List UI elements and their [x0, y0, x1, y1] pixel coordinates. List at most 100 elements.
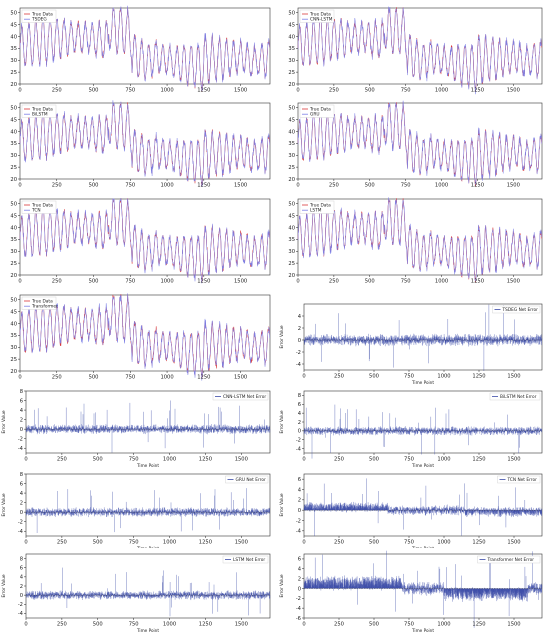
x-tick-label: 1500	[234, 375, 247, 381]
x-axis-title: Time Point	[411, 628, 434, 633]
y-tick-label: 8	[298, 393, 301, 399]
x-tick-label: 750	[129, 540, 139, 546]
y-tick-label: -4	[296, 362, 302, 368]
legend-label: True Data	[31, 12, 53, 18]
y-axis-title: Error Value	[279, 410, 284, 433]
chart-panel-e2: 0 250 500 750 1000 1250 1500 -4 -2 0 2 4 6 8 Time Poin…	[278, 385, 550, 469]
chart-panel-e1: 0 250 500 750 1000 1250 1500 -4 -2 0 2 4 6 8 Time Poin…	[0, 385, 278, 469]
y-tick-label: 0	[20, 510, 23, 516]
y-tick-label: 45	[288, 117, 295, 123]
y-axis-title: Error Value	[1, 410, 6, 433]
x-tick-label: 1000	[163, 540, 176, 546]
y-tick-label: 35	[288, 141, 295, 147]
chart-panel-g2: 0 250 500 750 1000 1250 1500 -6 -4 -2 0 2 4 6 Time Poi…	[278, 548, 550, 634]
x-tick-label: 1250	[472, 457, 485, 463]
x-tick-label: 750	[404, 622, 414, 628]
y-tick-label: 6	[20, 481, 23, 487]
x-tick-label: 500	[369, 374, 379, 380]
y-tick-label: 30	[10, 345, 17, 351]
y-tick-label: 2	[298, 498, 301, 504]
y-tick-label: 0	[20, 427, 23, 433]
x-tick-label: 1000	[437, 622, 450, 628]
y-tick-label: 35	[10, 237, 17, 243]
x-tick-label: 1000	[160, 183, 173, 189]
legend-label: GRU	[310, 112, 319, 118]
x-tick-label: 1500	[235, 540, 248, 546]
x-tick-label: 1500	[507, 88, 520, 94]
y-tick-label: 4	[298, 411, 302, 417]
x-tick-label: 250	[329, 88, 339, 94]
chart-panel-a2: 0 250 500 750 1000 1250 1500 20 25 30 35 40 45 50 True…	[278, 3, 550, 96]
y-axis-title: Error Value	[1, 574, 6, 597]
y-tick-label: -4	[296, 446, 302, 452]
x-tick-label: 500	[365, 183, 375, 189]
y-tick-label: -4	[18, 611, 24, 617]
x-tick-label: 1500	[235, 622, 248, 628]
x-tick-label: 750	[401, 279, 411, 285]
x-tick-label: 1000	[160, 375, 173, 381]
chart-svg-a2: 0 250 500 750 1000 1250 1500 20 25 30 35 40 45 50 True…	[288, 6, 543, 95]
x-tick-label: 500	[93, 540, 103, 546]
x-axis-title: Time Point	[411, 380, 434, 385]
error-bars	[303, 478, 543, 537]
legend-label: TSDEG Net Error	[502, 307, 539, 313]
chart-panel-b1: 0 250 500 750 1000 1250 1500 20 25 30 35 40 45 50 True…	[0, 98, 278, 191]
y-tick-label: 25	[10, 165, 17, 171]
chart-svg-b2: 0 250 500 750 1000 1250 1500 20 25 30 35 40 45 50 True…	[288, 100, 543, 189]
y-tick-label: 25	[288, 165, 295, 171]
y-tick-label: 40	[288, 34, 295, 40]
y-tick-label: -4	[296, 529, 302, 535]
y-tick-label: 2	[298, 576, 301, 582]
x-tick-label: 500	[369, 457, 379, 463]
y-tick-label: 40	[10, 225, 17, 231]
x-tick-label: 750	[125, 279, 135, 285]
y-tick-label: 0	[298, 429, 301, 435]
x-tick-label: 1000	[437, 374, 450, 380]
x-tick-label: 500	[365, 88, 375, 94]
y-tick-label: 2	[20, 417, 23, 423]
y-tick-label: 2	[20, 500, 23, 506]
x-tick-label: 1500	[507, 374, 520, 380]
y-tick-label: 40	[10, 321, 17, 327]
x-tick-label: 250	[57, 540, 67, 546]
y-tick-label: 30	[288, 153, 295, 159]
error-bars	[25, 567, 271, 617]
legend-label: LSTM Net Error	[233, 557, 265, 563]
legend-label: True Data	[309, 12, 331, 18]
chart-svg-e2: 0 250 500 750 1000 1250 1500 -4 -2 0 2 4 6 8 Time Poin…	[279, 390, 543, 468]
y-tick-label: 50	[10, 11, 17, 17]
x-tick-label: 1250	[197, 279, 210, 285]
y-tick-label: 30	[288, 58, 295, 64]
y-tick-label: 2	[20, 584, 23, 590]
chart-svg-d2: 0 250 500 750 1000 1250 1500 -4 -2 0 2 4 Time Point E…	[279, 303, 543, 385]
x-tick-label: 0	[302, 540, 305, 546]
x-tick-label: 1500	[507, 457, 520, 463]
y-tick-label: 40	[288, 129, 295, 135]
x-tick-label: 750	[129, 457, 139, 463]
x-tick-label: 250	[329, 279, 339, 285]
y-tick-label: 50	[288, 106, 295, 112]
y-tick-label: 30	[288, 249, 295, 255]
y-axis-title: Error Value	[1, 493, 6, 516]
legend-label: True Data	[309, 107, 331, 113]
x-tick-label: 1500	[507, 279, 520, 285]
legend-label: GRU Net Error	[236, 477, 266, 483]
chart-panel-a1: 0 250 500 750 1000 1250 1500 20 25 30 35 40 45 50 True…	[0, 3, 278, 96]
x-tick-label: 750	[404, 457, 414, 463]
y-tick-label: 20	[288, 273, 295, 279]
y-tick-label: 45	[288, 213, 295, 219]
y-tick-label: -4	[18, 529, 24, 535]
error-bars	[303, 404, 543, 459]
x-tick-label: 1500	[235, 457, 248, 463]
y-tick-label: 4	[20, 575, 24, 581]
x-tick-label: 500	[365, 279, 375, 285]
x-tick-label: 1500	[507, 622, 520, 628]
chart-svg-d1: 0 250 500 750 1000 1250 1500 20 25 30 35 40 45 50 True…	[10, 293, 271, 381]
x-tick-label: 250	[57, 457, 67, 463]
chart-svg-c1: 0 250 500 750 1000 1250 1500 20 25 30 35 40 45 50 True…	[10, 197, 271, 285]
